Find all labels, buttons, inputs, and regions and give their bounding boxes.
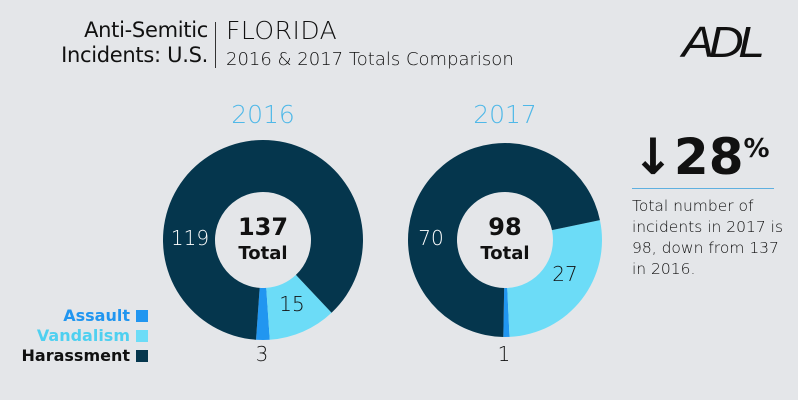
arrow-down-icon: ↓ bbox=[632, 128, 674, 186]
state-title: FLORIDA bbox=[226, 16, 338, 45]
label-2017-assault: 1 bbox=[497, 342, 511, 366]
legend-label: Harassment bbox=[21, 346, 130, 365]
percent-change: ↓28% bbox=[632, 128, 770, 186]
label-2016-assault: 3 bbox=[255, 342, 269, 366]
legend-vandalism: Vandalism bbox=[37, 326, 148, 345]
label-2016-vandalism: 15 bbox=[279, 292, 305, 316]
legend-label: Vandalism bbox=[36, 326, 130, 345]
slice-2016-vandalism bbox=[266, 274, 332, 340]
year-2016: 2016 bbox=[231, 100, 295, 129]
legend-swatch bbox=[136, 309, 148, 322]
slice-2017-harassment bbox=[407, 143, 600, 337]
slice-2016-harassment bbox=[162, 139, 364, 340]
label-2017-harassment: 70 bbox=[418, 226, 444, 250]
slice-2017-assault bbox=[503, 287, 510, 337]
summary-rule bbox=[632, 188, 774, 189]
slice-2016-assault bbox=[256, 287, 270, 341]
slice-2017-vandalism bbox=[507, 220, 602, 337]
summary-note: Total number of incidents in 2017 is 98,… bbox=[632, 197, 784, 278]
legend-swatch bbox=[136, 349, 148, 362]
percent-value: 28 bbox=[673, 128, 744, 186]
total-label-2016: Total bbox=[238, 243, 288, 264]
title-line-2: Incidents: U.S. bbox=[61, 43, 208, 67]
adl-logo: ADL bbox=[682, 18, 765, 67]
legend-swatch bbox=[136, 329, 148, 342]
legend-assault: Assault bbox=[63, 306, 148, 325]
label-2017-vandalism: 27 bbox=[552, 262, 578, 286]
title-divider bbox=[215, 22, 216, 68]
title-line-1: Anti-Semitic bbox=[84, 18, 208, 42]
percent-sign: % bbox=[743, 134, 770, 164]
total-2016: 137 bbox=[237, 213, 289, 241]
total-label-2017: Total bbox=[480, 243, 530, 264]
main-title: Anti-Semitic Incidents: U.S. bbox=[61, 18, 208, 68]
legend-harassment: Harassment bbox=[22, 346, 148, 365]
label-2016-harassment: 119 bbox=[170, 226, 210, 250]
total-2017: 98 bbox=[488, 213, 522, 241]
legend-label: Assault bbox=[63, 306, 130, 325]
year-2017: 2017 bbox=[473, 100, 537, 129]
subtitle: 2016 & 2017 Totals Comparison bbox=[226, 49, 514, 70]
